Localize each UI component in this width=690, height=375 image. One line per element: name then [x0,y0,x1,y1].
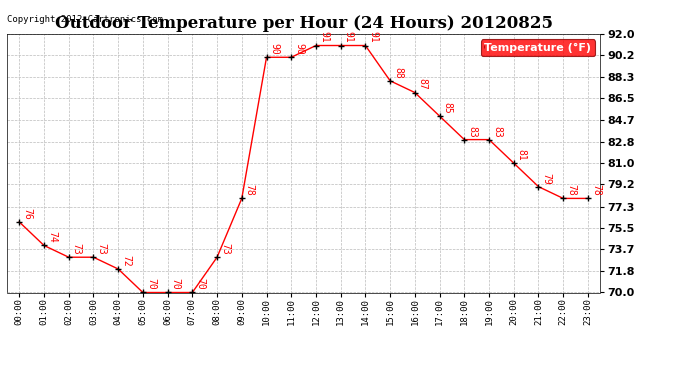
Text: 81: 81 [517,149,526,161]
Text: 88: 88 [393,67,403,78]
Text: 73: 73 [220,243,230,255]
Text: 70: 70 [170,278,181,290]
Text: 90: 90 [294,43,304,55]
Text: 78: 78 [566,184,576,196]
Text: 83: 83 [467,126,477,137]
Text: 70: 70 [195,278,206,290]
Text: 87: 87 [418,78,428,90]
Text: 90: 90 [270,43,279,55]
Text: 73: 73 [72,243,81,255]
Text: 91: 91 [344,32,354,43]
Text: 76: 76 [22,208,32,220]
Title: Outdoor Temperature per Hour (24 Hours) 20120825: Outdoor Temperature per Hour (24 Hours) … [55,15,553,32]
Text: 91: 91 [319,32,329,43]
Text: 85: 85 [442,102,453,114]
Text: 79: 79 [542,172,551,184]
Text: 72: 72 [121,255,131,267]
Text: 91: 91 [368,32,378,43]
Text: 83: 83 [492,126,502,137]
Text: Copyright 2012 Cartronics.com: Copyright 2012 Cartronics.com [7,15,163,24]
Text: 78: 78 [245,184,255,196]
Text: 74: 74 [47,231,57,243]
Text: 78: 78 [591,184,601,196]
Text: 70: 70 [146,278,156,290]
Text: 73: 73 [97,243,106,255]
Legend: Temperature (°F): Temperature (°F) [481,39,595,56]
